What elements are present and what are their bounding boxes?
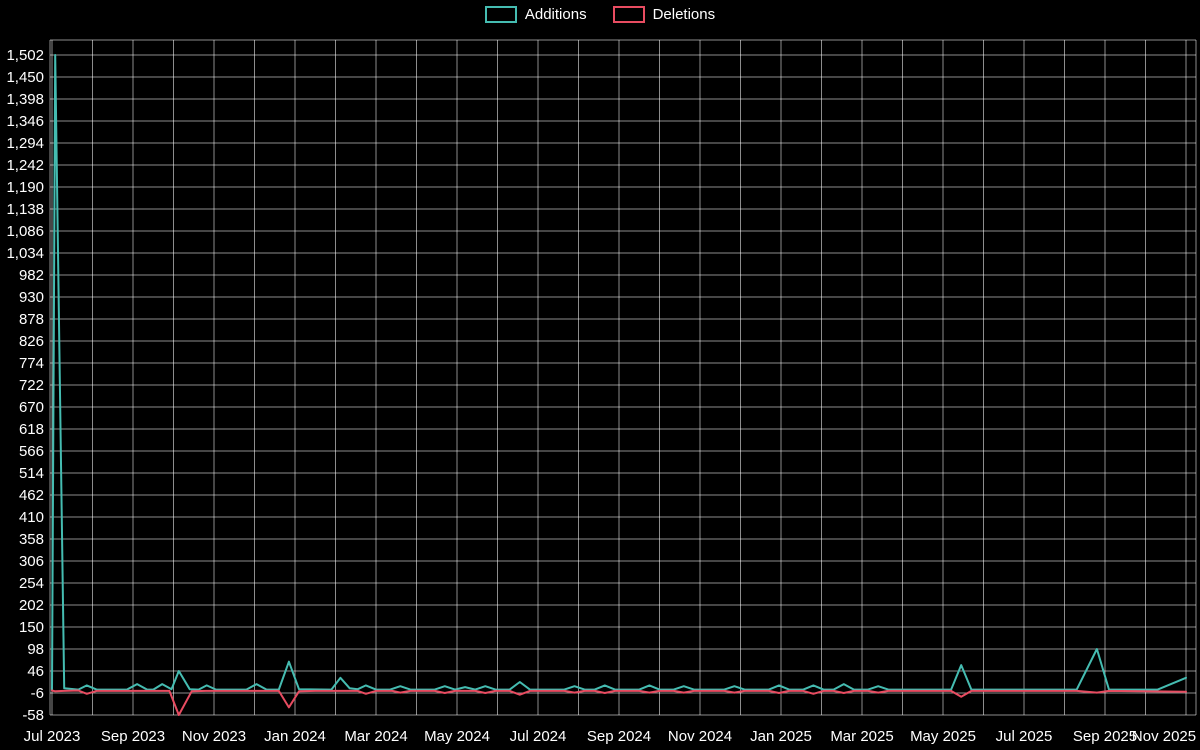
svg-text:722: 722 (19, 377, 44, 394)
svg-text:Nov 2024: Nov 2024 (668, 728, 732, 745)
svg-text:May 2025: May 2025 (910, 728, 976, 745)
svg-text:826: 826 (19, 333, 44, 350)
svg-text:1,346: 1,346 (6, 113, 44, 130)
svg-text:254: 254 (19, 575, 44, 592)
svg-text:1,086: 1,086 (6, 223, 44, 240)
svg-text:Mar 2025: Mar 2025 (830, 728, 893, 745)
svg-text:Sep 2024: Sep 2024 (587, 728, 651, 745)
gridlines (49, 39, 1197, 716)
svg-text:-58: -58 (22, 707, 44, 724)
svg-text:774: 774 (19, 355, 44, 372)
svg-text:Mar 2024: Mar 2024 (344, 728, 407, 745)
svg-text:Sep 2025: Sep 2025 (1073, 728, 1137, 745)
legend-item-deletions[interactable]: Deletions (612, 6, 716, 23)
svg-text:410: 410 (19, 509, 44, 526)
svg-text:Jul 2024: Jul 2024 (510, 728, 567, 745)
svg-text:982: 982 (19, 267, 44, 284)
svg-text:566: 566 (19, 443, 44, 460)
additions-swatch-icon (484, 6, 517, 23)
legend-label-deletions: Deletions (652, 6, 716, 23)
y-axis-labels: -58 -6 46 98 150 202 254 306 358 410 462 514 566 618 6… (6, 47, 44, 724)
svg-text:514: 514 (19, 465, 44, 482)
svg-text:1,294: 1,294 (6, 135, 44, 152)
legend-item-additions[interactable]: Additions (484, 6, 587, 23)
svg-text:98: 98 (27, 641, 44, 658)
svg-text:Nov 2025: Nov 2025 (1132, 728, 1196, 745)
svg-text:Jul 2025: Jul 2025 (996, 728, 1053, 745)
svg-text:670: 670 (19, 399, 44, 416)
x-axis-labels: Jul 2023 Sep 2023 Nov 2023 Jan 2024 Mar 2024… (24, 728, 1196, 745)
svg-text:930: 930 (19, 289, 44, 306)
svg-text:1,138: 1,138 (6, 201, 44, 218)
svg-text:-6: -6 (31, 685, 44, 702)
svg-text:46: 46 (27, 663, 44, 680)
svg-text:878: 878 (19, 311, 44, 328)
svg-text:1,450: 1,450 (6, 69, 44, 86)
svg-text:358: 358 (19, 531, 44, 548)
svg-text:618: 618 (19, 421, 44, 438)
svg-text:1,398: 1,398 (6, 91, 44, 108)
svg-text:462: 462 (19, 487, 44, 504)
svg-text:Jan 2025: Jan 2025 (750, 728, 812, 745)
svg-text:1,034: 1,034 (6, 245, 44, 262)
svg-text:150: 150 (19, 619, 44, 636)
legend-label-additions: Additions (524, 6, 587, 23)
deletions-line (51, 689, 1187, 716)
svg-text:Nov 2023: Nov 2023 (182, 728, 246, 745)
svg-text:306: 306 (19, 553, 44, 570)
svg-text:Sep 2023: Sep 2023 (101, 728, 165, 745)
chart-legend: Additions Deletions (0, 6, 1200, 23)
additions-line (51, 54, 1187, 691)
svg-text:1,242: 1,242 (6, 157, 44, 174)
svg-text:202: 202 (19, 597, 44, 614)
deletions-swatch-icon (612, 6, 645, 23)
svg-text:May 2024: May 2024 (424, 728, 490, 745)
svg-text:Jul 2023: Jul 2023 (24, 728, 81, 745)
svg-text:Jan 2024: Jan 2024 (264, 728, 326, 745)
svg-text:1,190: 1,190 (6, 179, 44, 196)
svg-text:1,502: 1,502 (6, 47, 44, 64)
